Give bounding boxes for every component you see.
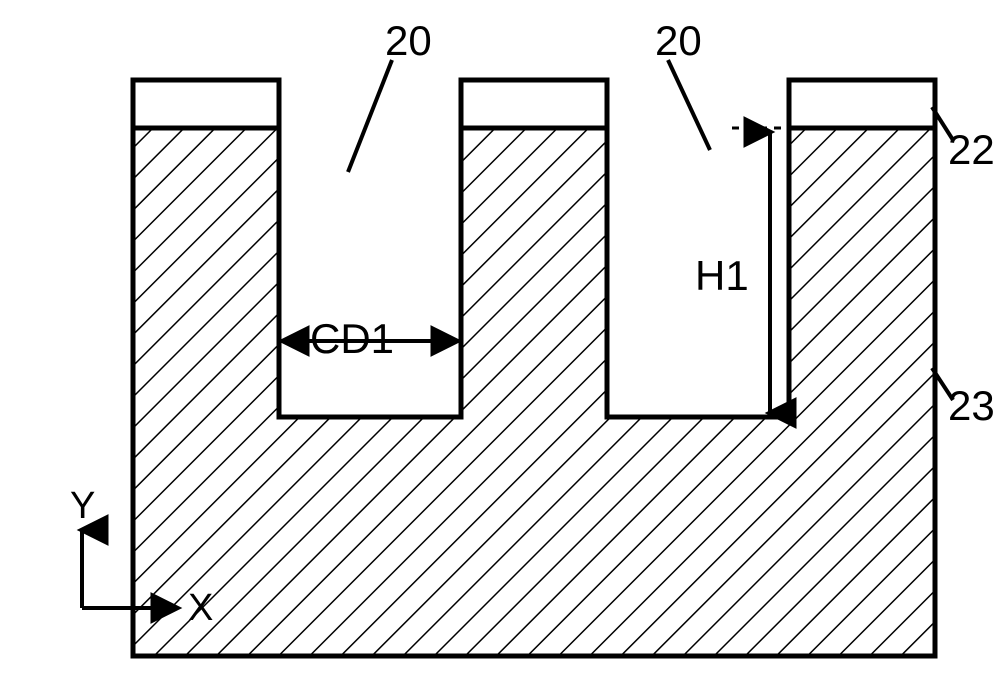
mask-layer bbox=[133, 80, 935, 128]
label-20-left: 20 bbox=[385, 17, 432, 64]
mask-rect bbox=[789, 80, 935, 128]
label-23: 23 bbox=[948, 382, 995, 429]
axis-x-label: X bbox=[188, 587, 213, 629]
substrate-body bbox=[133, 128, 935, 656]
cd1-text: CD1 bbox=[310, 315, 394, 362]
h1-text: H1 bbox=[695, 252, 749, 299]
figure: 20 20 22 23 CD1 H1 X Y bbox=[0, 0, 1000, 679]
label-20-right: 20 bbox=[655, 17, 702, 64]
label-22: 22 bbox=[948, 126, 995, 173]
axis-y-label: Y bbox=[70, 485, 95, 527]
mask-rect bbox=[461, 80, 607, 128]
mask-rect bbox=[133, 80, 279, 128]
